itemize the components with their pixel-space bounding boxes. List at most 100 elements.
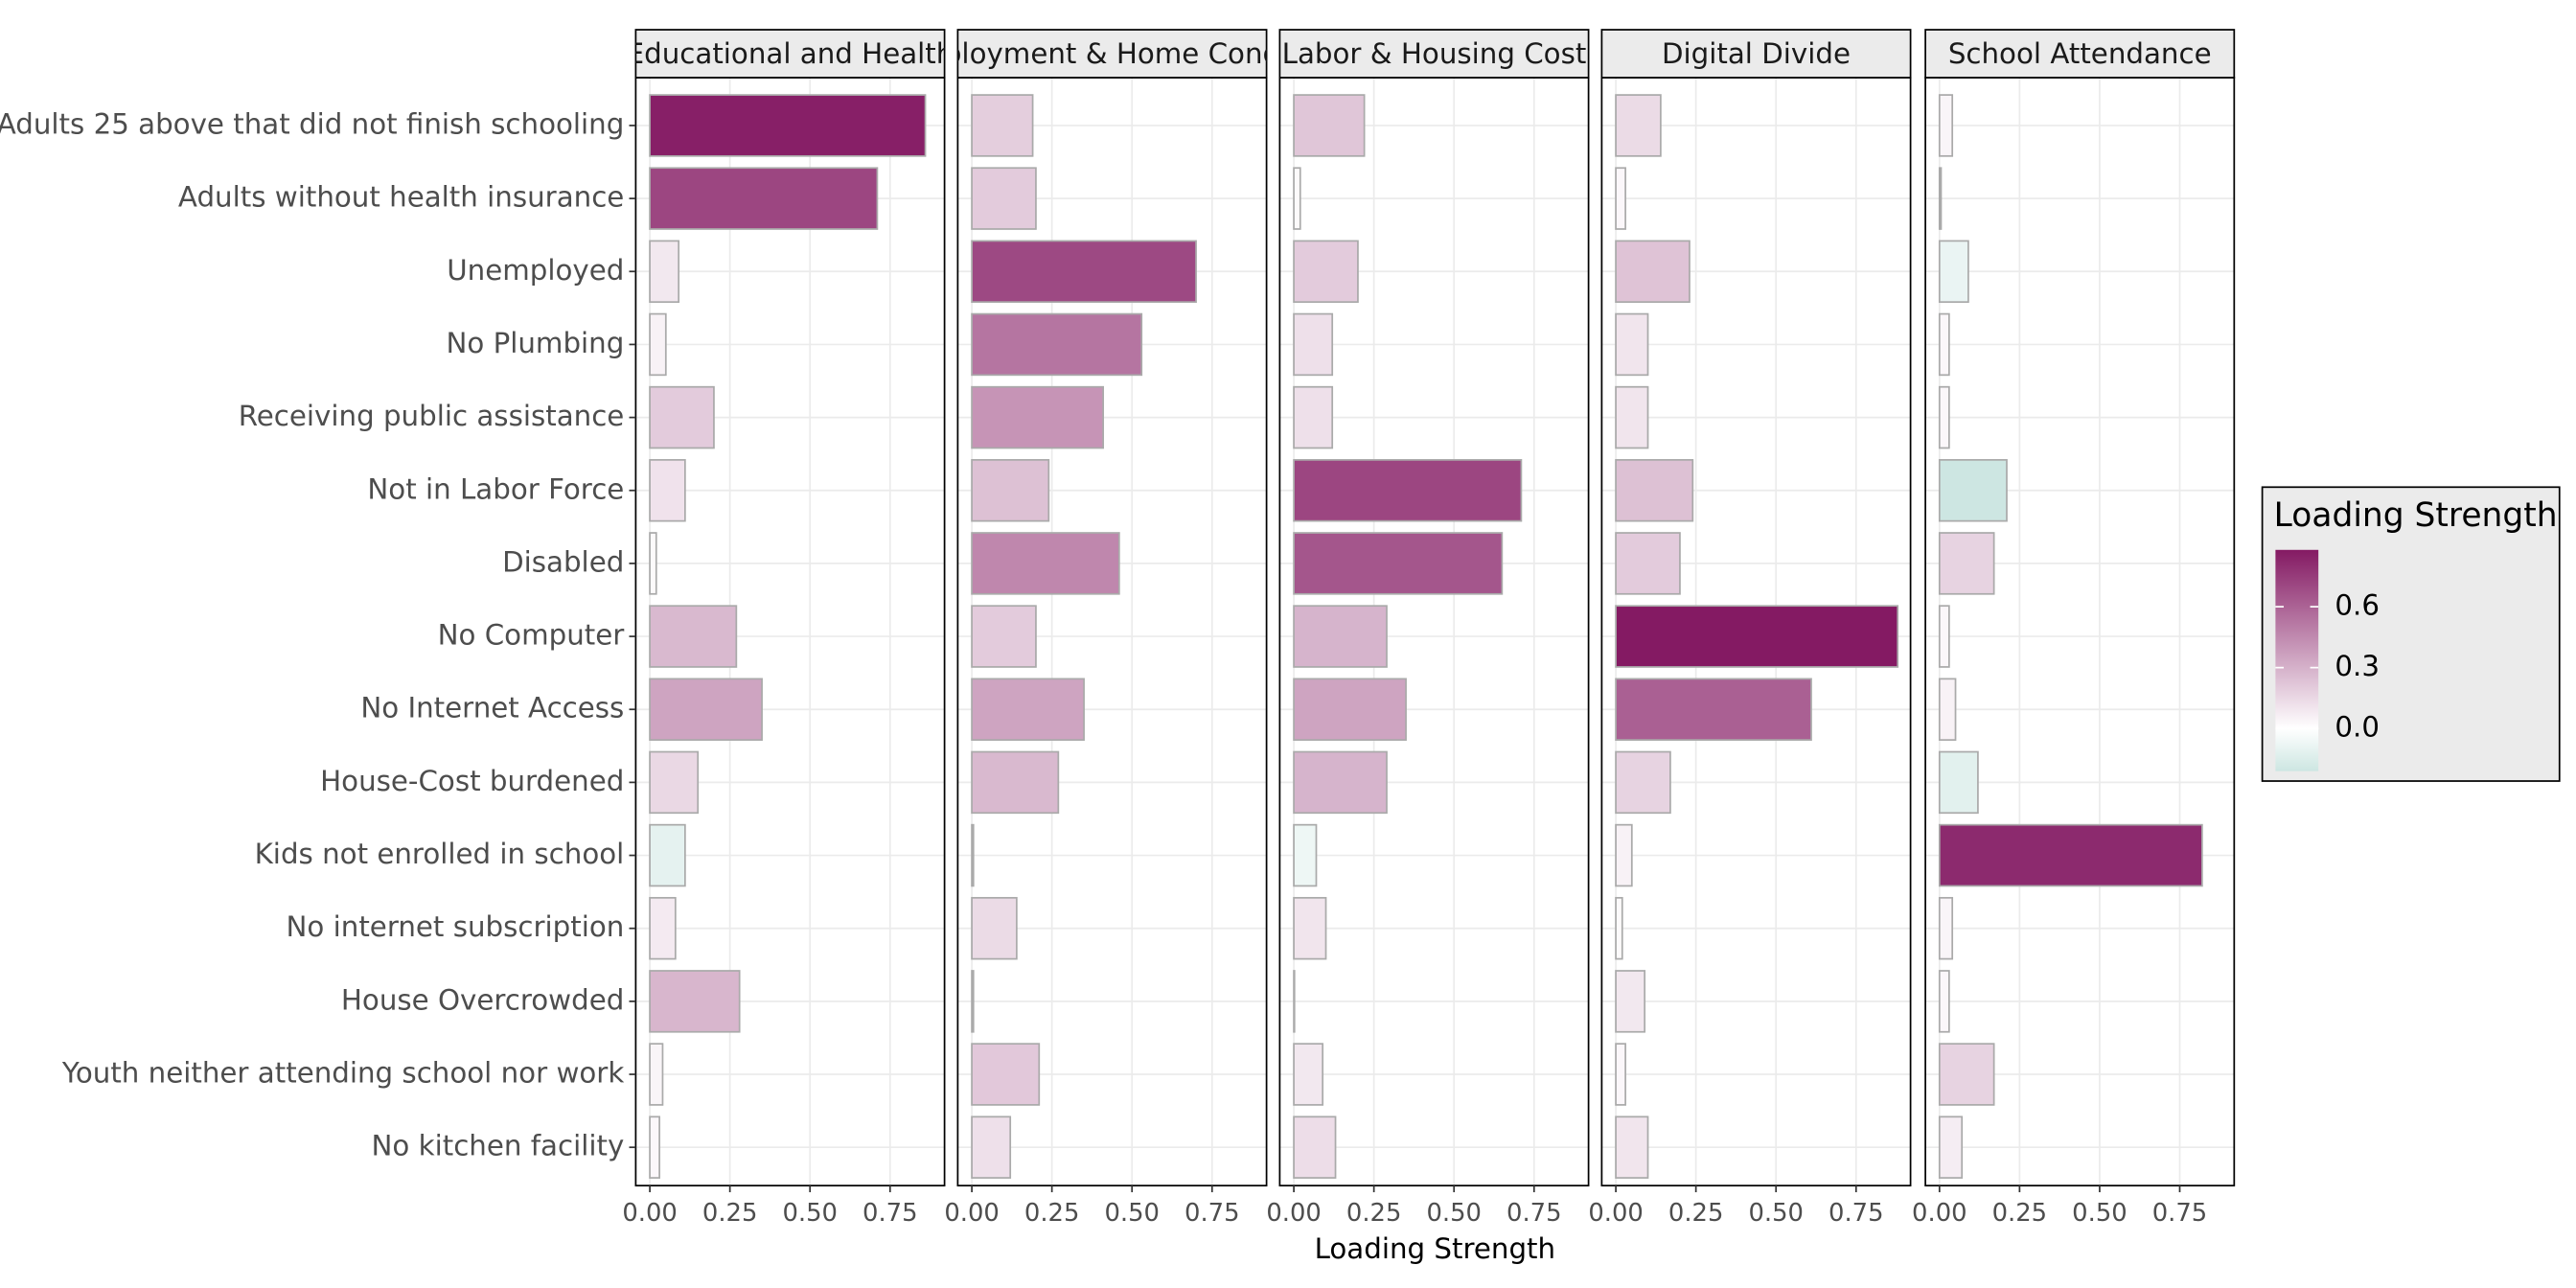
x-tick-label: 0.50 — [1426, 1199, 1482, 1228]
bar — [1938, 750, 1979, 815]
bar — [1293, 823, 1318, 887]
y-tick-label: House Overcrowded — [341, 983, 624, 1016]
y-tick-label: Adults without health insurance — [178, 181, 624, 214]
y-tick-label: No Plumbing — [446, 327, 624, 359]
y-tick-label: House-Cost burdened — [320, 765, 624, 797]
x-axis-title: Loading Strength — [1315, 1232, 1556, 1265]
facet-title: ployment & Home Cond — [944, 37, 1280, 70]
bar — [649, 1043, 664, 1106]
bar — [1615, 94, 1662, 157]
bar — [1938, 240, 1969, 304]
bar — [649, 94, 927, 157]
bar — [971, 167, 1037, 230]
facet-strip — [1278, 29, 1590, 79]
bar — [1293, 167, 1301, 230]
bar — [1293, 970, 1296, 1033]
facet-title: School Attendance — [1948, 37, 2212, 70]
bar — [971, 605, 1037, 668]
bar — [971, 1116, 1012, 1179]
bar — [1615, 823, 1633, 887]
bar — [1938, 167, 1943, 230]
x-tick-label: 0.25 — [1992, 1199, 2048, 1228]
bar — [1293, 385, 1334, 449]
facet-title: Labor & Housing Cost — [1282, 37, 1587, 70]
facet-title: Educational and Health — [627, 37, 954, 70]
bar — [649, 167, 879, 230]
bar — [971, 970, 975, 1033]
y-tick-label: Unemployed — [447, 254, 624, 287]
x-tick-label: 0.00 — [944, 1199, 1000, 1228]
bar — [649, 240, 680, 304]
bar — [1615, 750, 1671, 815]
legend-title: Loading Strength — [2274, 496, 2558, 535]
bar — [1615, 312, 1649, 377]
bar — [1293, 1043, 1324, 1106]
bar — [971, 532, 1120, 595]
bar — [971, 678, 1085, 741]
bar — [1293, 1116, 1337, 1179]
bar — [649, 970, 741, 1033]
bar — [1293, 312, 1334, 377]
y-tick-label: No Internet Access — [360, 692, 624, 724]
legend-colorbar — [2275, 549, 2319, 771]
bar — [971, 94, 1034, 157]
bar — [1293, 896, 1327, 960]
legend-tick-label: 0.6 — [2334, 589, 2380, 622]
x-tick-label: 0.25 — [1024, 1199, 1080, 1228]
x-tick-label: 0.00 — [1912, 1199, 1967, 1228]
bar — [1938, 459, 2008, 522]
y-tick-label: Receiving public assistance — [239, 400, 625, 432]
x-tick-label: 0.00 — [1266, 1199, 1322, 1228]
x-tick-label: 0.75 — [2152, 1199, 2208, 1228]
bar — [1938, 896, 1954, 960]
bar — [971, 312, 1143, 377]
y-tick-label: No kitchen facility — [372, 1130, 625, 1162]
bar — [649, 385, 715, 449]
bar — [1615, 459, 1694, 522]
bar — [649, 312, 667, 377]
bar — [1615, 605, 1899, 668]
legend-tick-label: 0.0 — [2334, 711, 2380, 744]
bar — [1293, 94, 1366, 157]
bar — [971, 1043, 1041, 1106]
bar — [1615, 167, 1626, 230]
bar — [649, 823, 686, 887]
bar — [1615, 532, 1681, 595]
bar — [649, 678, 763, 741]
bar — [1615, 240, 1690, 304]
y-tick-label: Kids not enrolled in school — [255, 838, 625, 870]
x-tick-label: 0.25 — [702, 1199, 758, 1228]
bar — [1938, 678, 1957, 741]
facet-strip — [1600, 29, 1912, 79]
y-tick-label: Disabled — [502, 545, 624, 578]
bar — [1615, 1043, 1626, 1106]
x-tick-label: 0.75 — [862, 1199, 918, 1228]
x-tick-label: 0.25 — [1346, 1199, 1402, 1228]
bar — [1615, 896, 1623, 960]
bar — [971, 823, 975, 887]
bar — [1615, 385, 1649, 449]
bar — [1938, 1116, 1964, 1179]
facet-title: Digital Divide — [1662, 37, 1851, 70]
bar — [1938, 94, 1954, 157]
x-tick-label: 0.00 — [1588, 1199, 1644, 1228]
bar — [971, 896, 1018, 960]
facet-strip — [1924, 29, 2236, 79]
x-tick-label: 0.75 — [1828, 1199, 1884, 1228]
bar — [1615, 970, 1646, 1033]
x-tick-label: 0.50 — [782, 1199, 838, 1228]
legend-tick-label: 0.3 — [2334, 650, 2380, 682]
x-tick-label: 0.00 — [622, 1199, 678, 1228]
bar — [971, 459, 1050, 522]
x-tick-label: 0.75 — [1506, 1199, 1562, 1228]
x-tick-label: 0.75 — [1184, 1199, 1240, 1228]
bar — [649, 750, 700, 815]
bar — [649, 605, 738, 668]
bar — [1293, 605, 1388, 668]
bar — [649, 459, 686, 522]
bar — [1938, 970, 1950, 1033]
bar — [1293, 750, 1388, 815]
y-tick-label: Adults 25 above that did not finish scho… — [0, 107, 624, 140]
bar — [1938, 605, 1950, 668]
